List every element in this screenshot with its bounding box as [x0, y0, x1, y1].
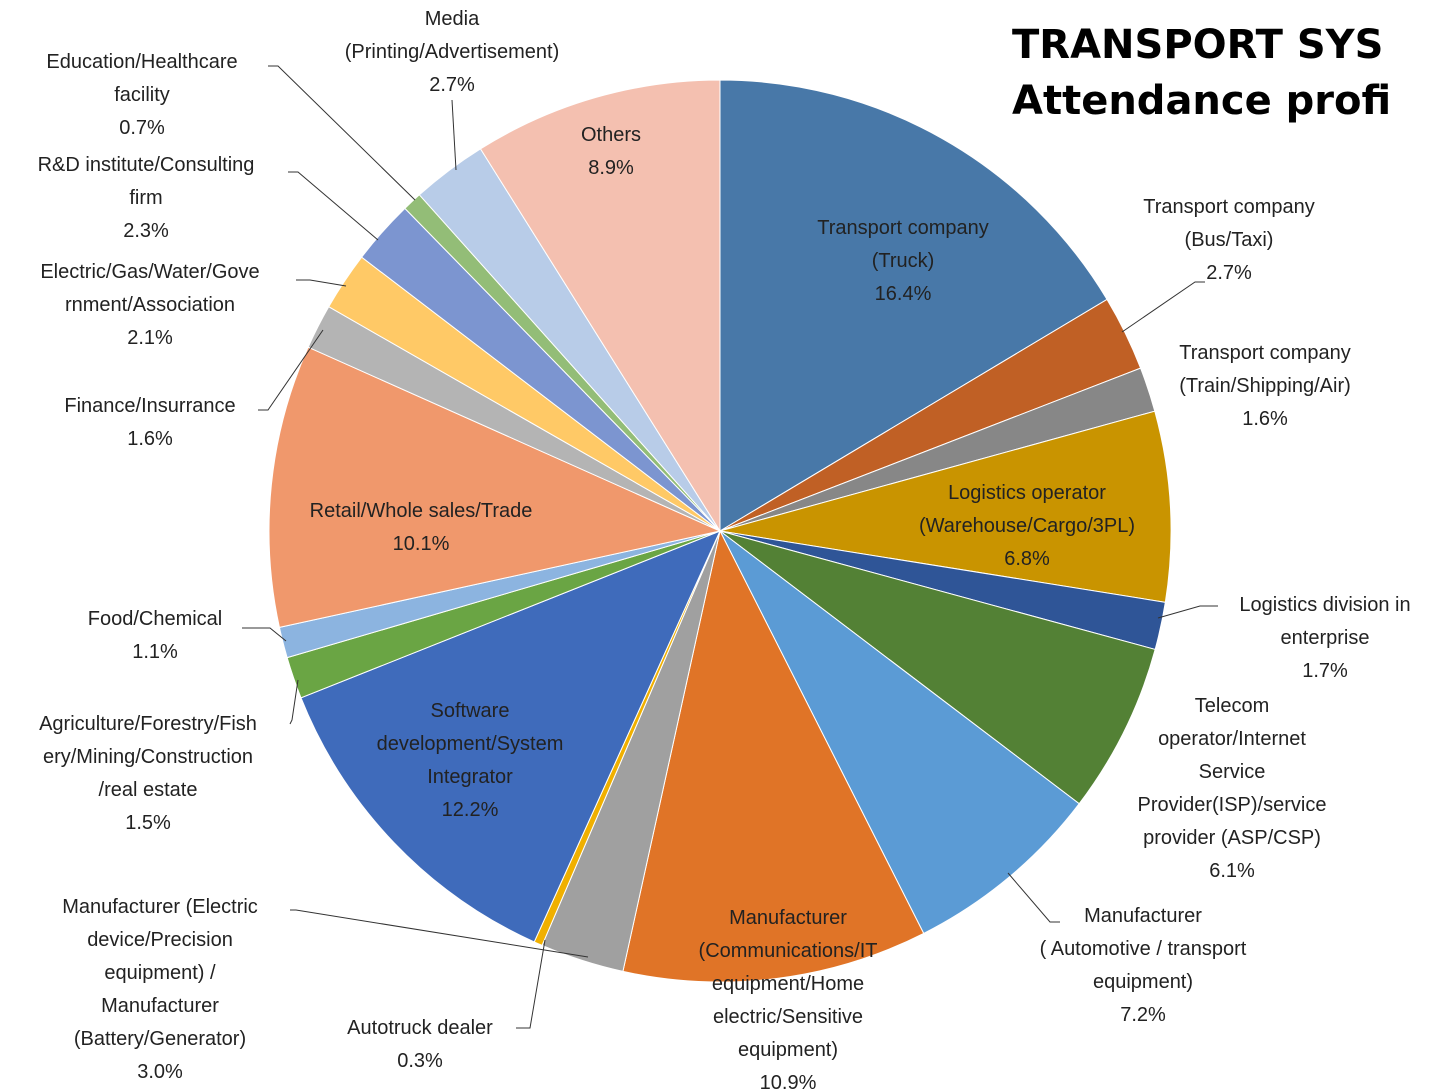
leader-line: [1157, 605, 1218, 619]
slice-label: ery/Mining/Construction: [43, 746, 253, 768]
pie: [268, 79, 1172, 983]
slice-label: R&D institute/Consulting: [38, 154, 255, 176]
pie-slice: [479, 79, 721, 533]
slice-label: firm: [129, 187, 162, 209]
value-label: 1.5%: [125, 812, 171, 834]
slice-label: Logistics division in: [1239, 594, 1410, 616]
slice-label: (Printing/Advertisement): [345, 41, 560, 63]
value-label: 2.1%: [127, 327, 173, 349]
leader-line: [242, 627, 287, 642]
slice-label: Telecom: [1195, 695, 1269, 717]
slice-label: development/System: [377, 733, 564, 755]
slice-label: Manufacturer: [1084, 905, 1202, 927]
slice-label: (Communications/IT: [699, 940, 878, 962]
value-label: 10.1%: [393, 533, 450, 555]
leader-line: [1007, 872, 1060, 923]
slice-label: Manufacturer: [101, 995, 219, 1017]
leader-line: [516, 939, 546, 1029]
chart-title: Attendance profi: [1012, 78, 1391, 124]
leader-line: [451, 99, 457, 171]
slice-label: Education/Healthcare: [46, 51, 237, 73]
slice-label: Manufacturer (Electric: [62, 896, 258, 918]
leader-line: [288, 171, 379, 241]
slice-label: (Truck): [872, 250, 935, 272]
value-label: 1.1%: [132, 641, 178, 663]
value-label: 12.2%: [442, 799, 499, 821]
slice-label: Transport company: [817, 217, 989, 239]
slice-label: Integrator: [427, 766, 513, 788]
value-label: 1.6%: [127, 428, 173, 450]
slice-label: Agriculture/Forestry/Fish: [39, 713, 257, 735]
pie-slice: [719, 530, 1080, 935]
value-label: 6.1%: [1209, 860, 1255, 882]
value-label: 8.9%: [588, 157, 634, 179]
leader-line: [268, 65, 416, 201]
leader-line: [289, 679, 299, 725]
slice-label: equipment/Home: [712, 973, 864, 995]
slice-label: (Train/Shipping/Air): [1179, 375, 1351, 397]
value-label: 6.8%: [1004, 548, 1050, 570]
slice-label: equipment): [1093, 971, 1193, 993]
slice-label: electric/Sensitive: [713, 1006, 863, 1028]
value-label: 2.3%: [123, 220, 169, 242]
slice-label: (Battery/Generator): [74, 1028, 246, 1050]
pie-slice: [719, 410, 1172, 603]
value-label: 0.7%: [119, 117, 165, 139]
leader-line: [296, 279, 347, 287]
pie-slice: [268, 346, 722, 628]
slice-label: Manufacturer: [729, 907, 847, 929]
value-label: 1.7%: [1302, 660, 1348, 682]
value-label: 10.9%: [760, 1072, 817, 1090]
slice-label: equipment): [738, 1039, 838, 1061]
value-label: 2.7%: [1206, 262, 1252, 284]
value-label: 16.4%: [875, 283, 932, 305]
slice-label: Others: [581, 124, 641, 146]
slice-label: Provider(ISP)/service: [1138, 794, 1327, 816]
slice-label: Retail/Whole sales/Trade: [310, 500, 533, 522]
slice-label: (Warehouse/Cargo/3PL): [919, 515, 1135, 537]
slice-label: ( Automotive / transport: [1040, 938, 1247, 960]
chart-title: TRANSPORT SYS: [1012, 22, 1383, 68]
slice-label: equipment) /: [104, 962, 216, 984]
leader-line: [1121, 281, 1205, 333]
value-label: 7.2%: [1120, 1004, 1166, 1026]
slice-label: Autotruck dealer: [347, 1017, 493, 1039]
pie-slice: [719, 79, 1108, 532]
slice-label: Service: [1199, 761, 1266, 783]
value-label: 0.3%: [397, 1050, 443, 1072]
slice-label: provider (ASP/CSP): [1143, 827, 1321, 849]
pie-slice: [719, 530, 1156, 805]
slice-label: Transport company: [1143, 196, 1315, 218]
slice-label: Logistics operator: [948, 482, 1106, 504]
leader-line: [290, 909, 589, 958]
slice-label: /real estate: [99, 779, 198, 801]
value-label: 1.6%: [1242, 408, 1288, 430]
slice-label: rnment/Association: [65, 294, 235, 316]
pie-slice: [622, 529, 925, 983]
slice-label: Software: [431, 700, 510, 722]
slice-label: operator/Internet: [1158, 728, 1306, 750]
value-label: 3.0%: [137, 1061, 183, 1083]
slice-label: facility: [114, 84, 170, 106]
pie-slice: [300, 530, 721, 943]
slice-label: Electric/Gas/Water/Gove: [40, 261, 259, 283]
slice-label: Food/Chemical: [88, 608, 223, 630]
leader-line: [258, 329, 324, 411]
slice-label: enterprise: [1281, 627, 1370, 649]
value-label: 2.7%: [429, 74, 475, 96]
slice-label: device/Precision: [87, 929, 233, 951]
slice-label: (Bus/Taxi): [1185, 229, 1274, 251]
slice-label: Media: [425, 8, 480, 30]
slice-label: Transport company: [1179, 342, 1351, 364]
slice-label: Finance/Insurrance: [64, 395, 235, 417]
